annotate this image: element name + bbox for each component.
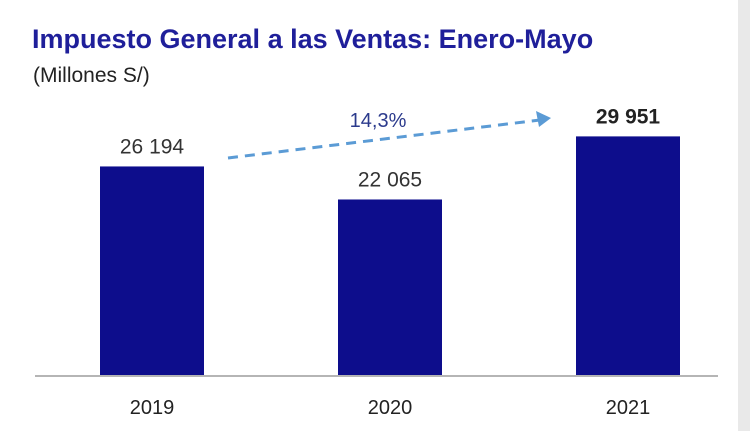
bar-2021 <box>576 136 680 376</box>
growth-arrow-line <box>227 118 541 160</box>
x-tick-2019: 2019 <box>130 397 175 419</box>
scrollbar-strip <box>738 0 750 431</box>
value-label-2019: 26 194 <box>120 135 185 158</box>
growth-annotation: 14,3% <box>227 110 551 160</box>
growth-arrow-head <box>536 111 551 127</box>
x-tick-2021: 2021 <box>606 397 651 419</box>
bar-2020 <box>338 199 442 376</box>
bar-2019 <box>100 166 204 376</box>
chart-subtitle: (Millones S/) <box>33 64 150 87</box>
value-label-2021: 29 951 <box>596 105 661 128</box>
growth-label: 14,3% <box>350 110 407 132</box>
chart-title: Impuesto General a las Ventas: Enero-May… <box>32 24 594 54</box>
x-tick-2020: 2020 <box>368 397 413 419</box>
value-label-2020: 22 065 <box>358 168 422 191</box>
bars-group: 26 194 2019 22 065 2020 29 951 2021 <box>100 105 680 419</box>
